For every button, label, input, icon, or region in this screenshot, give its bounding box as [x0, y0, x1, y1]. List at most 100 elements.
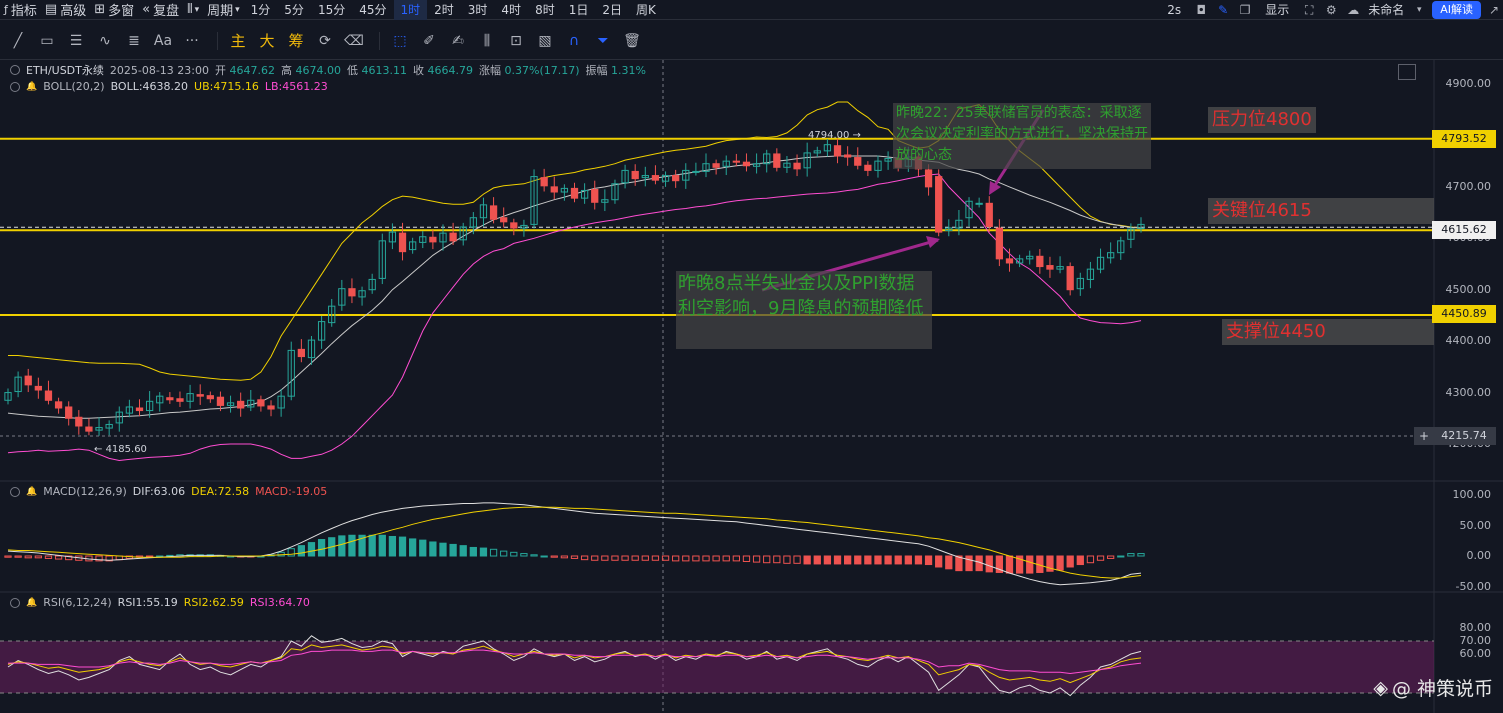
arrow-up-right-icon[interactable]: ↗ [1488, 3, 1500, 17]
candle-body [4, 392, 12, 401]
timeframe-11[interactable]: 周K [635, 2, 656, 17]
ppi-note[interactable]: 昨晚8点半失业金以及PPI数据利空影响，9月降息的预期降低 [676, 271, 932, 349]
candle-body [115, 411, 123, 424]
candle-body [945, 227, 953, 232]
brush-icon[interactable]: ✍ [452, 32, 464, 49]
note-icon[interactable]: ▧ [538, 32, 552, 49]
window-icon[interactable]: ❐ [1239, 3, 1251, 17]
timeframe-2[interactable]: 15分 [317, 2, 346, 17]
support-price-tag: 4450.89 [1432, 305, 1496, 323]
fed-note[interactable]: 昨晚22：25美联储官员的表态：采取逐次会议决定利率的方式进行，坚决保持开放的心… [893, 103, 1151, 169]
macd-histogram-bar [287, 548, 295, 557]
eraser-icon[interactable]: ⌫ [344, 32, 364, 49]
candle-body [570, 187, 579, 199]
low-label: 低 [347, 64, 358, 77]
bell-icon[interactable]: 🔔 [26, 486, 38, 497]
macd-histogram-bar [530, 554, 538, 557]
more-tools[interactable]: ··· [185, 32, 199, 49]
timeframe-6[interactable]: 3时 [467, 2, 488, 17]
resistance-label[interactable]: 压力位4800 [1208, 107, 1316, 133]
chart-canvas[interactable] [0, 60, 1503, 713]
eye-icon[interactable] [10, 81, 20, 92]
ruler-icon[interactable]: ✐ [423, 32, 435, 49]
replay-button[interactable]: «复盘 [138, 0, 183, 20]
timeframe-4[interactable]: 1时 [393, 0, 428, 20]
macd-histogram-bar [105, 555, 113, 562]
support-label[interactable]: 支撑位4450 [1222, 319, 1434, 345]
main-chart-tool[interactable]: 主 [230, 32, 246, 50]
rectangle-tool-icon[interactable]: ▭ [40, 32, 54, 49]
candle-body [1005, 258, 1014, 264]
timeframe-5[interactable]: 2时 [434, 2, 454, 17]
key-level-label[interactable]: 关键位4615 [1208, 198, 1434, 224]
candle-body [145, 400, 154, 412]
period-button[interactable]: 周期 ▾ [203, 0, 244, 20]
interval-2s[interactable]: 2s [1167, 3, 1182, 17]
timeframe-0[interactable]: 1分 [250, 2, 271, 17]
timeframe-3[interactable]: 45分 [359, 2, 387, 17]
candle-body [1107, 252, 1115, 259]
macd-histogram-bar [773, 555, 781, 564]
add-alert-icon[interactable]: + [1414, 427, 1434, 445]
macd-histogram-bar [348, 534, 356, 557]
display-button[interactable]: 显示 [1265, 3, 1290, 17]
candle-body [24, 375, 32, 386]
fibonacci-tool-icon[interactable]: ≣ [128, 32, 140, 49]
advanced-button[interactable]: ▤ 高级 [41, 0, 90, 20]
candle-body [631, 170, 639, 180]
filter-icon[interactable]: ⏷ [597, 32, 609, 49]
ai-interpret-button[interactable]: AI解读 [1432, 1, 1481, 19]
big-order-tool[interactable]: 大 [259, 32, 275, 50]
layout-name[interactable]: 未命名 [1368, 3, 1405, 17]
eye-icon[interactable] [10, 65, 20, 75]
timeframe-1[interactable]: 5分 [284, 2, 304, 17]
candle-body [520, 224, 528, 229]
line-tool-icon[interactable]: ╱ [13, 32, 23, 49]
boll-legend: 🔔 BOLL(20,2) BOLL:4638.20 UB:4715.16 LB:… [10, 80, 328, 93]
multi-window-button[interactable]: ⊞ 多窗 [90, 0, 138, 20]
fullscreen-icon[interactable]: ⛶ [1305, 2, 1314, 17]
open-value: 4647.62 [229, 64, 276, 77]
chip-tool[interactable]: 筹 [288, 32, 304, 50]
candle-body [550, 186, 558, 193]
candle-body [135, 407, 144, 412]
trash-icon[interactable]: 🗑 [623, 32, 641, 49]
settings-icon[interactable]: ⚙ [1325, 3, 1337, 17]
candle-body [166, 397, 174, 401]
timeframe-7[interactable]: 4时 [501, 2, 522, 17]
bar-compare-icon[interactable]: ⫼ [483, 32, 491, 49]
price-tick-label: 4300.00 [1445, 385, 1492, 399]
indicators-button[interactable]: ƒ 指标 [0, 0, 41, 20]
chevron-down-icon[interactable]: ▾ [1416, 5, 1422, 15]
eye-icon[interactable] [10, 597, 20, 608]
eye-icon[interactable] [10, 486, 20, 497]
camera-icon[interactable]: ◘ [1196, 3, 1206, 17]
pencil-icon[interactable]: ✎ [1218, 3, 1229, 17]
multi-window-label: 多窗 [108, 4, 135, 19]
timeframe-9[interactable]: 1日 [568, 2, 589, 17]
macd-histogram-bar [398, 536, 407, 557]
bell-icon[interactable]: 🔔 [26, 81, 38, 92]
magnet-icon[interactable]: ∩ [568, 32, 580, 49]
macd-histogram-bar [712, 555, 720, 562]
bell-icon[interactable]: 🔔 [26, 597, 38, 608]
chart-type-button[interactable]: ⫴ ▾ [183, 0, 203, 20]
refresh-icon[interactable]: ⟳ [319, 32, 331, 49]
symbol-name: ETH/USDT永续 [26, 64, 104, 77]
timeframe-10[interactable]: 2日 [602, 2, 622, 17]
lock-icon[interactable]: ⊡ [510, 32, 522, 49]
timeframe-8[interactable]: 8时 [535, 2, 555, 17]
expand-icon[interactable] [1398, 64, 1416, 80]
cloud-icon[interactable]: ☁ [1347, 3, 1360, 17]
macd-histogram-bar [783, 555, 791, 564]
candle-body [65, 406, 73, 419]
select-tool-icon[interactable]: ⬚ [393, 32, 407, 49]
candle-body [469, 217, 477, 228]
candle-body [1066, 266, 1074, 291]
macd-histogram-bar [1137, 553, 1145, 557]
wave-tool-icon[interactable]: ∿ [99, 32, 111, 49]
parallel-lines-icon[interactable]: ☰ [69, 32, 83, 49]
candle-body [995, 227, 1004, 260]
candlestick-icon: ⫴ [187, 2, 193, 17]
font-tool[interactable]: Aa [153, 32, 173, 49]
